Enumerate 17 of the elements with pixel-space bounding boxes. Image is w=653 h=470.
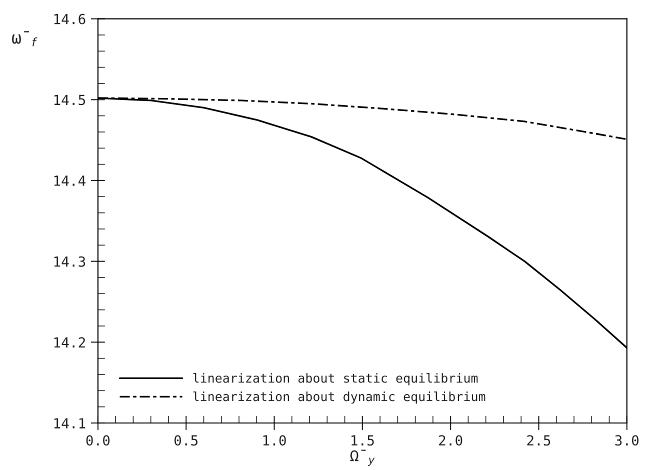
y-tick-label: 14.2: [54, 337, 85, 348]
y-tick-label: 14.6: [54, 14, 86, 24]
legend-label: linearization about dynamic equilibrium: [193, 391, 486, 404]
x-tick-label: 0.5: [174, 435, 198, 446]
x-tick-label: 2.5: [527, 435, 550, 446]
y-tick-label: 14.1: [54, 418, 86, 428]
x-tick-label: 1.5: [352, 435, 374, 446]
legend-label: linearization about static equilibrium: [193, 373, 478, 386]
y-tick-label: 14.4: [54, 176, 86, 186]
y-tick-label: 14.5: [54, 94, 86, 106]
x-tick-label: 1.0: [263, 435, 286, 446]
x-tick-label: 3.0: [615, 435, 639, 446]
x-tick-label: 0.0: [86, 435, 110, 446]
x-axis-title: Ω̄$_{y}$: [350, 450, 375, 466]
x-tick-label: 2.0: [439, 435, 462, 446]
y-axis-title: ω̄$_{f}$: [12, 31, 38, 46]
y-tick-label: 14.3: [54, 256, 86, 267]
